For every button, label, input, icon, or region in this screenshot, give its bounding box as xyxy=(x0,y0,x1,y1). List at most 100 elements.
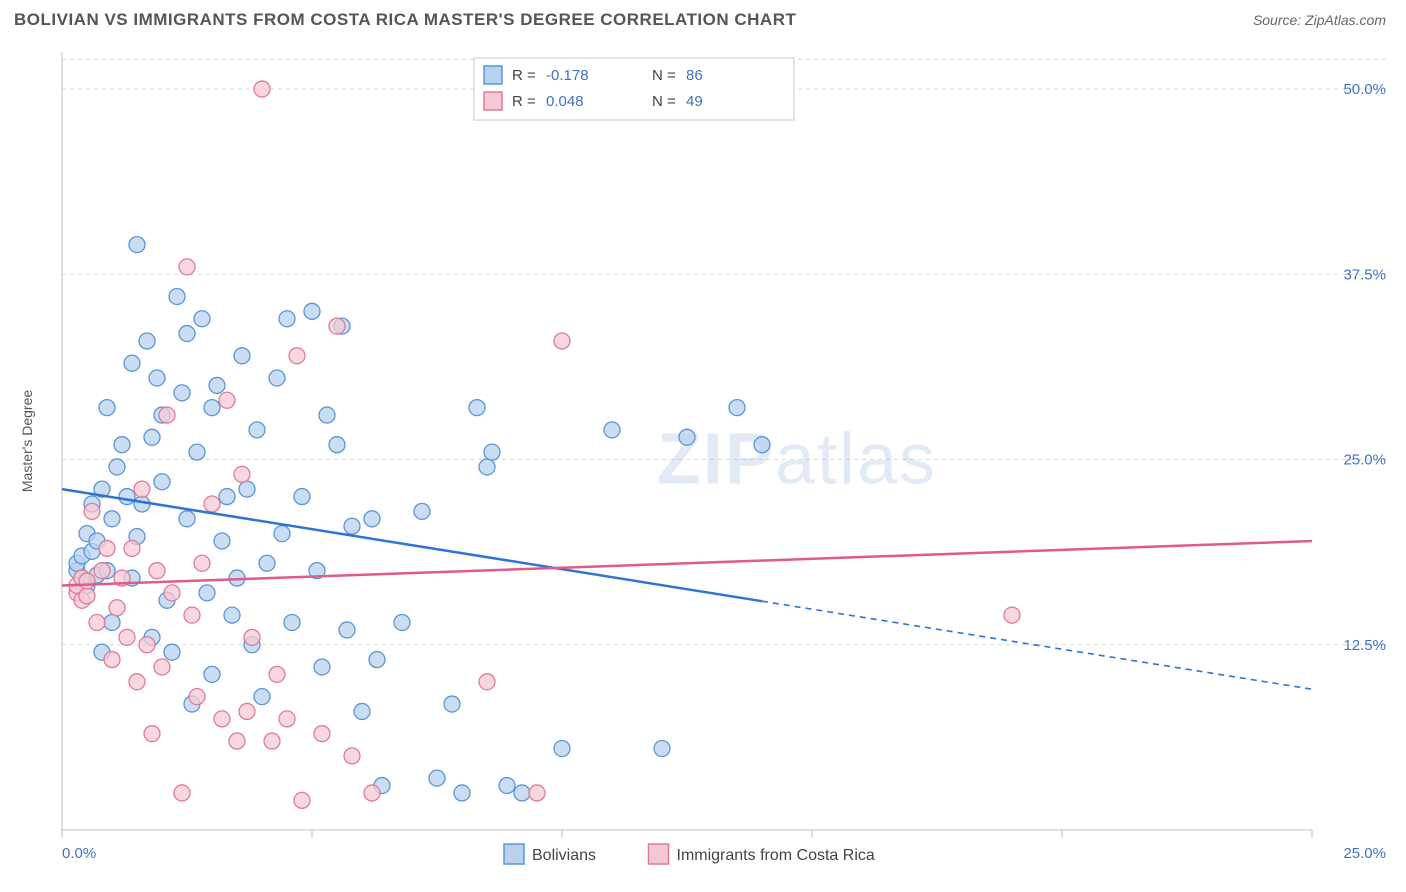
regression-line-dashed xyxy=(762,601,1312,689)
data-point xyxy=(414,503,430,519)
data-point xyxy=(194,555,210,571)
data-point xyxy=(284,615,300,631)
data-point xyxy=(329,318,345,334)
data-point xyxy=(214,711,230,727)
legend-label: Bolivians xyxy=(532,847,596,864)
data-point xyxy=(344,748,360,764)
x-tick-label: 0.0% xyxy=(62,845,96,862)
data-point xyxy=(189,444,205,460)
legend-swatch xyxy=(649,844,669,864)
data-point xyxy=(119,489,135,505)
data-point xyxy=(529,785,545,801)
data-point xyxy=(279,311,295,327)
data-point xyxy=(279,711,295,727)
data-point xyxy=(294,489,310,505)
data-point xyxy=(129,237,145,253)
data-point xyxy=(254,81,270,97)
x-tick-label: 25.0% xyxy=(1343,845,1386,862)
data-point xyxy=(654,740,670,756)
data-point xyxy=(139,333,155,349)
legend-label: Immigrants from Costa Rica xyxy=(677,847,875,864)
data-point xyxy=(499,778,515,794)
chart-area: ZIPatlas0.0%25.0%12.5%25.0%37.5%50.0%Mas… xyxy=(14,42,1392,878)
data-point xyxy=(514,785,530,801)
data-point xyxy=(174,785,190,801)
legend-r-value: 0.048 xyxy=(546,93,584,110)
data-point xyxy=(239,703,255,719)
legend-n-label: N = xyxy=(652,93,676,110)
data-point xyxy=(244,629,260,645)
data-point xyxy=(339,622,355,638)
data-point xyxy=(254,689,270,705)
y-tick-label: 25.0% xyxy=(1343,452,1386,469)
data-point xyxy=(1004,607,1020,623)
data-point xyxy=(169,289,185,305)
data-point xyxy=(179,326,195,342)
data-point xyxy=(184,607,200,623)
data-point xyxy=(754,437,770,453)
regression-line xyxy=(62,541,1312,585)
correlation-legend: R =-0.178N =86R =0.048N =49 xyxy=(474,58,794,120)
data-point xyxy=(369,652,385,668)
data-point xyxy=(109,600,125,616)
data-point xyxy=(199,585,215,601)
data-point xyxy=(204,496,220,512)
data-point xyxy=(139,637,155,653)
data-point xyxy=(234,466,250,482)
legend-swatch xyxy=(484,92,502,110)
data-point xyxy=(204,666,220,682)
data-point xyxy=(104,652,120,668)
data-point xyxy=(479,674,495,690)
legend-n-label: N = xyxy=(652,67,676,84)
data-point xyxy=(264,733,280,749)
y-tick-label: 37.5% xyxy=(1343,266,1386,283)
data-point xyxy=(269,370,285,386)
y-tick-label: 12.5% xyxy=(1343,637,1386,654)
data-point xyxy=(329,437,345,453)
data-point xyxy=(429,770,445,786)
data-point xyxy=(484,444,500,460)
data-point xyxy=(104,615,120,631)
legend-r-label: R = xyxy=(512,67,536,84)
data-point xyxy=(204,400,220,416)
data-point xyxy=(84,503,100,519)
data-point xyxy=(214,533,230,549)
data-point xyxy=(99,400,115,416)
data-point xyxy=(554,333,570,349)
data-point xyxy=(179,511,195,527)
scatter-chart: ZIPatlas0.0%25.0%12.5%25.0%37.5%50.0%Mas… xyxy=(14,42,1392,878)
data-point xyxy=(679,429,695,445)
data-point xyxy=(469,400,485,416)
data-point xyxy=(304,303,320,319)
data-point xyxy=(394,615,410,631)
data-point xyxy=(79,588,95,604)
legend-swatch xyxy=(504,844,524,864)
data-point xyxy=(259,555,275,571)
data-point xyxy=(229,733,245,749)
data-point xyxy=(224,607,240,623)
data-point xyxy=(149,370,165,386)
data-point xyxy=(234,348,250,364)
data-point xyxy=(454,785,470,801)
source-attribution: Source: ZipAtlas.com xyxy=(1253,12,1386,28)
data-point xyxy=(444,696,460,712)
data-point xyxy=(194,311,210,327)
data-point xyxy=(364,785,380,801)
watermark: ZIPatlas xyxy=(657,420,937,500)
data-point xyxy=(119,629,135,645)
data-point xyxy=(154,659,170,675)
data-point xyxy=(104,511,120,527)
data-point xyxy=(174,385,190,401)
data-point xyxy=(294,792,310,808)
legend-n-value: 86 xyxy=(686,67,703,84)
data-point xyxy=(219,392,235,408)
data-point xyxy=(94,563,110,579)
data-point xyxy=(554,740,570,756)
data-point xyxy=(149,563,165,579)
data-point xyxy=(154,474,170,490)
y-tick-label: 50.0% xyxy=(1343,81,1386,98)
data-point xyxy=(164,644,180,660)
legend-swatch xyxy=(484,66,502,84)
data-point xyxy=(729,400,745,416)
data-point xyxy=(114,437,130,453)
